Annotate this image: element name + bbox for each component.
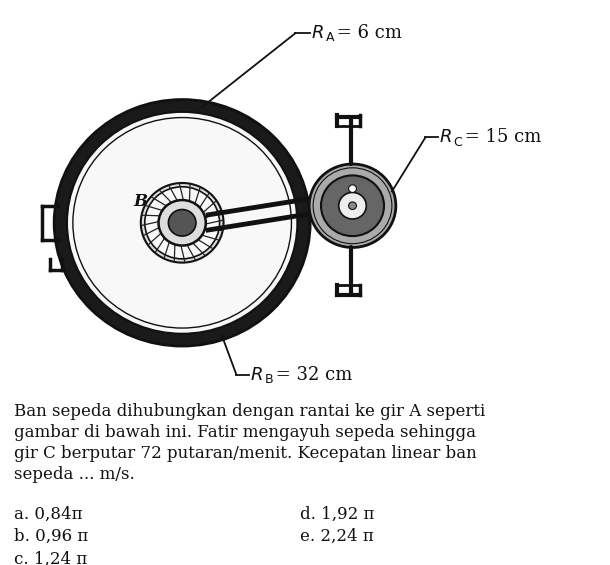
- Text: a. 0,84π: a. 0,84π: [14, 505, 82, 522]
- Text: sepeda ... m/s.: sepeda ... m/s.: [14, 466, 135, 483]
- Text: Ban sepeda dihubungkan dengan rantai ke gir A seperti: Ban sepeda dihubungkan dengan rantai ke …: [14, 403, 485, 420]
- Text: $R$: $R$: [311, 24, 324, 42]
- Text: gambar di bawah ini. Fatir mengayuh sepeda sehingga: gambar di bawah ini. Fatir mengayuh sepe…: [14, 424, 476, 441]
- Circle shape: [348, 185, 356, 193]
- Circle shape: [321, 175, 384, 236]
- Text: e. 2,24 π: e. 2,24 π: [300, 528, 374, 545]
- Circle shape: [309, 164, 396, 247]
- Circle shape: [339, 193, 366, 219]
- Circle shape: [141, 183, 223, 263]
- Circle shape: [168, 210, 196, 236]
- Text: $R$: $R$: [250, 366, 263, 384]
- Text: = 32 cm: = 32 cm: [270, 366, 352, 384]
- Text: = 15 cm: = 15 cm: [459, 128, 541, 146]
- Text: = 6 cm: = 6 cm: [331, 24, 402, 42]
- Text: $\mathsf{B}$: $\mathsf{B}$: [264, 373, 274, 386]
- Text: gir C berputar 72 putaran/menit. Kecepatan linear ban: gir C berputar 72 putaran/menit. Kecepat…: [14, 445, 476, 462]
- Circle shape: [67, 112, 297, 334]
- Text: $R$: $R$: [439, 128, 452, 146]
- Circle shape: [54, 99, 310, 346]
- Circle shape: [159, 200, 206, 246]
- Text: c. 1,24 π: c. 1,24 π: [14, 551, 87, 565]
- Text: $\mathsf{C}$: $\mathsf{C}$: [453, 136, 463, 149]
- Text: $\mathsf{A}$: $\mathsf{A}$: [325, 32, 336, 45]
- Text: b. 0,96 π: b. 0,96 π: [14, 528, 88, 545]
- Text: B: B: [134, 193, 148, 210]
- Text: d. 1,92 π: d. 1,92 π: [300, 505, 375, 522]
- Circle shape: [348, 202, 356, 210]
- Circle shape: [145, 187, 220, 259]
